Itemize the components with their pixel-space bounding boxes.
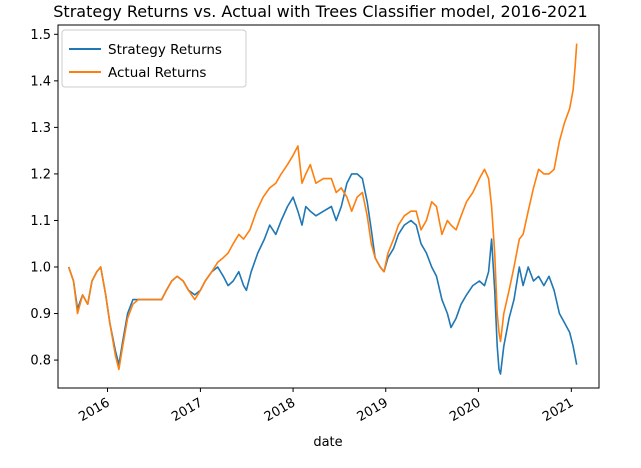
x-tick-label: 2017 [169, 395, 205, 425]
legend-actual-label: Actual Returns [108, 65, 206, 81]
x-tick-label: 2019 [355, 395, 391, 425]
y-axis: 0.8 0.9 1.0 1.1 1.2 1.3 1.4 1.5 [30, 28, 58, 369]
legend-box [61, 29, 247, 88]
series-line-strategy-returns [67, 173, 578, 375]
x-tick-label: 2016 [76, 395, 112, 425]
x-tick-label: 2021 [540, 395, 576, 425]
y-tick-label: 1.4 [30, 74, 51, 89]
y-tick-label: 1.2 [30, 167, 51, 182]
y-tick-label: 1.5 [30, 28, 51, 43]
legend-strategy-label: Strategy Returns [108, 42, 222, 58]
x-tick-label: 2020 [447, 395, 483, 425]
y-tick-label: 1.1 [30, 214, 51, 229]
y-tick-label: 1.3 [30, 121, 51, 136]
legend: Strategy Returns Actual Returns [61, 29, 247, 88]
x-axis-label: date [313, 435, 342, 450]
x-axis: 2016 2017 2018 2019 2020 2021 [76, 388, 576, 425]
plot-frame [57, 24, 600, 389]
y-tick-label: 0.8 [30, 354, 51, 369]
y-tick-label: 1.0 [30, 261, 51, 276]
y-tick-label: 0.9 [30, 307, 51, 322]
x-tick-label: 2018 [262, 395, 298, 425]
series-group [67, 43, 578, 375]
chart-title: Strategy Returns vs. Actual with Trees C… [53, 2, 588, 21]
series-line-actual-returns [67, 43, 578, 371]
